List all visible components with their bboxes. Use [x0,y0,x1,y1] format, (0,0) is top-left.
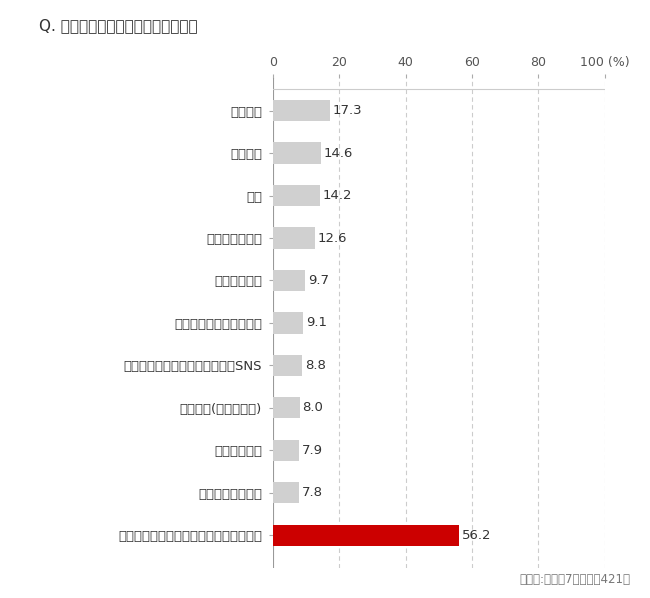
Bar [273,397,300,419]
Text: 対象者:幸福度7点以上の421名: 対象者:幸福度7点以上の421名 [519,573,630,586]
Bar [273,440,299,461]
Text: 12.6: 12.6 [317,231,347,245]
Text: Q. あなたの趣味を教えてください。: Q. あなたの趣味を教えてください。 [39,18,198,33]
Bar [273,482,299,504]
Text: 9.1: 9.1 [306,316,327,329]
Text: 14.2: 14.2 [323,189,352,202]
Bar [273,270,305,291]
Text: 7.8: 7.8 [302,486,322,499]
Bar [273,312,303,334]
Text: 14.6: 14.6 [324,147,354,160]
Bar [273,142,321,164]
Text: 9.7: 9.7 [308,274,329,287]
Bar [273,524,460,546]
Bar [273,185,320,206]
Text: 8.0: 8.0 [302,401,323,414]
Bar [273,355,302,376]
Text: 56.2: 56.2 [462,529,491,542]
Text: 7.9: 7.9 [302,444,323,457]
Bar [273,100,330,121]
Text: 8.8: 8.8 [305,359,326,372]
Text: 17.3: 17.3 [333,104,363,117]
Bar [273,227,315,249]
